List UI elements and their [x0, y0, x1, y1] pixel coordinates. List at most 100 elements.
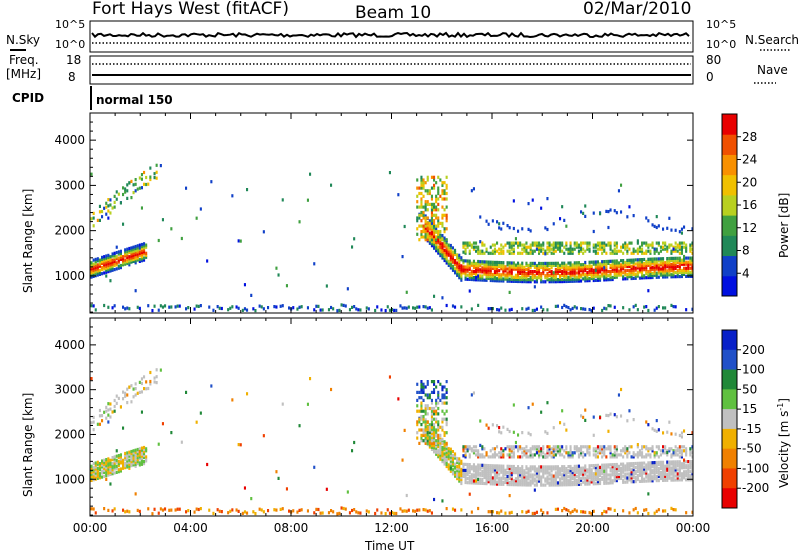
- power-cell: [655, 257, 658, 261]
- velocity-cell: [584, 453, 587, 457]
- power-cell: [613, 249, 616, 253]
- velocity-cell: [569, 449, 572, 453]
- velocity-cell: [668, 474, 671, 478]
- velocity-cell: [615, 475, 618, 479]
- power-cell: [514, 265, 517, 269]
- power-cell: [485, 276, 488, 280]
- power-colorbar-cell: [722, 134, 737, 155]
- velocity-cell: [653, 471, 656, 475]
- velocity-cell: [145, 387, 148, 391]
- power-cell: [98, 204, 101, 208]
- power-cell: [90, 267, 93, 271]
- velocity-cell: [546, 451, 549, 455]
- power-cell: [542, 265, 545, 270]
- power-cell: [657, 257, 660, 261]
- velocity-cell: [496, 474, 499, 478]
- power-cell: [462, 267, 465, 271]
- power-cell: [615, 251, 618, 255]
- velocity-cell: [481, 463, 484, 467]
- velocity-cell: [651, 465, 654, 469]
- power-cell: [535, 272, 538, 276]
- velocity-cell: [493, 470, 496, 474]
- power-colorbar-tick-label: 24: [742, 153, 757, 167]
- power-cell: [439, 221, 442, 225]
- power-cell: [502, 277, 505, 281]
- velocity-cell: [636, 455, 639, 459]
- power-cell: [510, 277, 513, 281]
- power-cell: [117, 266, 120, 270]
- velocity-cell: [573, 474, 576, 479]
- velocity-cell: [643, 477, 646, 481]
- power-cell: [540, 274, 543, 278]
- power-cell: [554, 249, 557, 253]
- power-cell: [430, 186, 433, 190]
- power-cell: [592, 229, 595, 234]
- velocity-cell: [546, 469, 549, 473]
- power-cell: [563, 303, 566, 307]
- velocity-cell: [535, 483, 538, 487]
- velocity-cell: [680, 476, 683, 480]
- velocity-cell: [546, 465, 549, 469]
- velocity-cell: [691, 431, 694, 435]
- velocity-cell: [185, 510, 188, 514]
- velocity-cell: [617, 464, 620, 468]
- power-cell: [445, 245, 448, 249]
- velocity-cell: [500, 453, 503, 457]
- velocity-cell: [433, 406, 436, 411]
- power-cell: [475, 270, 478, 274]
- velocity-cell: [613, 467, 616, 471]
- velocity-cell: [590, 478, 593, 482]
- power-cell: [641, 262, 644, 266]
- power-cell: [615, 261, 618, 265]
- power-cell: [588, 249, 591, 253]
- power-cell: [481, 270, 484, 274]
- power-cell: [577, 273, 580, 277]
- power-cell: [454, 271, 457, 275]
- power-cell: [607, 261, 610, 265]
- velocity-cell: [517, 479, 520, 483]
- velocity-cell: [674, 478, 677, 482]
- velocity-cell: [493, 482, 496, 486]
- velocity-cell: [126, 401, 129, 405]
- velocity-cell: [540, 465, 543, 469]
- power-cell: [601, 308, 604, 313]
- velocity-cell: [588, 468, 591, 472]
- power-cell: [664, 265, 667, 269]
- velocity-cell: [584, 472, 587, 476]
- power-cell: [138, 249, 141, 253]
- velocity-cell: [458, 465, 461, 469]
- power-cell: [416, 219, 419, 223]
- velocity-cell: [571, 483, 574, 487]
- velocity-cell: [586, 445, 589, 449]
- power-cell: [596, 260, 599, 264]
- velocity-cell: [596, 478, 599, 482]
- velocity-cell: [575, 480, 578, 484]
- power-cell: [489, 245, 492, 249]
- power-cell: [430, 175, 433, 179]
- velocity-cell: [590, 512, 593, 516]
- velocity-cell: [582, 455, 585, 459]
- power-cell: [590, 276, 593, 281]
- velocity-cell: [674, 462, 677, 466]
- velocity-cell: [275, 508, 278, 512]
- velocity-cell: [517, 465, 520, 469]
- velocity-cell: [445, 431, 448, 435]
- velocity-cell: [605, 469, 608, 473]
- velocity-cell: [680, 455, 683, 459]
- velocity-cell: [105, 468, 108, 472]
- velocity-cell: [243, 510, 246, 514]
- power-cell: [279, 304, 282, 308]
- velocity-cell: [559, 445, 562, 449]
- velocity-cell: [563, 469, 566, 473]
- power-cell: [636, 260, 639, 264]
- velocity-cell: [105, 416, 108, 420]
- velocity-cell: [443, 396, 446, 400]
- power-cell: [498, 260, 501, 265]
- velocity-cell: [445, 454, 448, 458]
- velocity-cell: [659, 460, 662, 464]
- power-cell: [691, 241, 694, 245]
- velocity-cell: [630, 468, 633, 472]
- power-cell: [496, 220, 499, 224]
- velocity-cell: [613, 445, 616, 449]
- power-cell: [676, 256, 679, 260]
